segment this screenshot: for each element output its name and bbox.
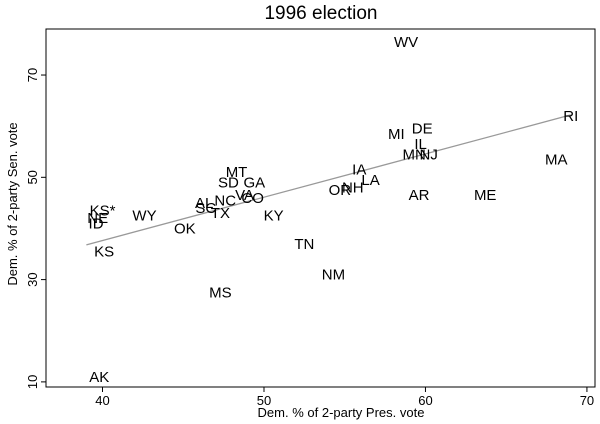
fit-line-group: [86, 114, 571, 246]
data-point-label: RI: [563, 108, 578, 125]
data-point-label: MS: [209, 284, 232, 301]
data-point-label: KS*: [90, 203, 116, 220]
plot-area: [45, 28, 596, 388]
x-axis: 40 50 60 70: [95, 387, 594, 408]
data-point-label: OR: [329, 182, 352, 199]
data-point-label: SD: [218, 174, 239, 191]
data-point-label: IA: [352, 162, 366, 179]
data-point-label: TN: [294, 236, 314, 253]
data-point-label: NE: [87, 210, 108, 227]
data-point-label: ME: [474, 187, 497, 204]
y-axis: 10 30 50 70: [25, 68, 46, 389]
x-axis-label: Dem. % of 2-party Pres. vote: [258, 405, 425, 420]
data-point-label: OK: [174, 220, 196, 237]
data-point-label: NM: [322, 266, 345, 283]
data-point-label: DE: [412, 121, 433, 138]
data-point-label: AL: [195, 195, 213, 212]
data-point-label: LA: [361, 172, 379, 189]
data-point-label: AK: [89, 369, 109, 386]
data-point-label: GA: [243, 174, 265, 191]
data-point-label: CO: [241, 190, 264, 207]
data-point-label: IL: [414, 136, 427, 153]
data-point-label: VA: [235, 187, 254, 204]
data-point-label: MI: [388, 126, 405, 143]
data-point-label: MA: [545, 151, 568, 168]
data-point-label: AR: [409, 187, 430, 204]
data-point-label: ID: [89, 215, 104, 232]
y-tick-label: 50: [25, 170, 40, 184]
data-point-label: NJ: [420, 146, 438, 163]
x-tick-label: 50: [257, 393, 271, 408]
x-tick-label: 70: [580, 393, 594, 408]
x-tick-label: 40: [95, 393, 109, 408]
y-tick-label: 30: [25, 272, 40, 286]
y-tick-label: 10: [25, 375, 40, 389]
data-point-label: NH: [342, 180, 364, 197]
data-point-label: KS: [94, 243, 114, 260]
data-point-label: MN: [402, 146, 425, 163]
data-point-label: KY: [264, 208, 284, 225]
fit-line: [86, 114, 571, 246]
chart-title: 1996 election: [264, 3, 377, 24]
data-point-label: MT: [226, 164, 248, 181]
y-tick-label: 70: [25, 68, 40, 82]
x-tick-label: 60: [418, 393, 432, 408]
data-point-label: SC: [195, 200, 216, 217]
data-point-label: TX: [211, 205, 230, 222]
data-point-label: NC: [214, 192, 236, 209]
data-point-label: WY: [132, 208, 156, 225]
y-axis-label: Dem. % of 2-party Sen. vote: [5, 122, 20, 285]
data-point-label: WV: [394, 34, 418, 51]
